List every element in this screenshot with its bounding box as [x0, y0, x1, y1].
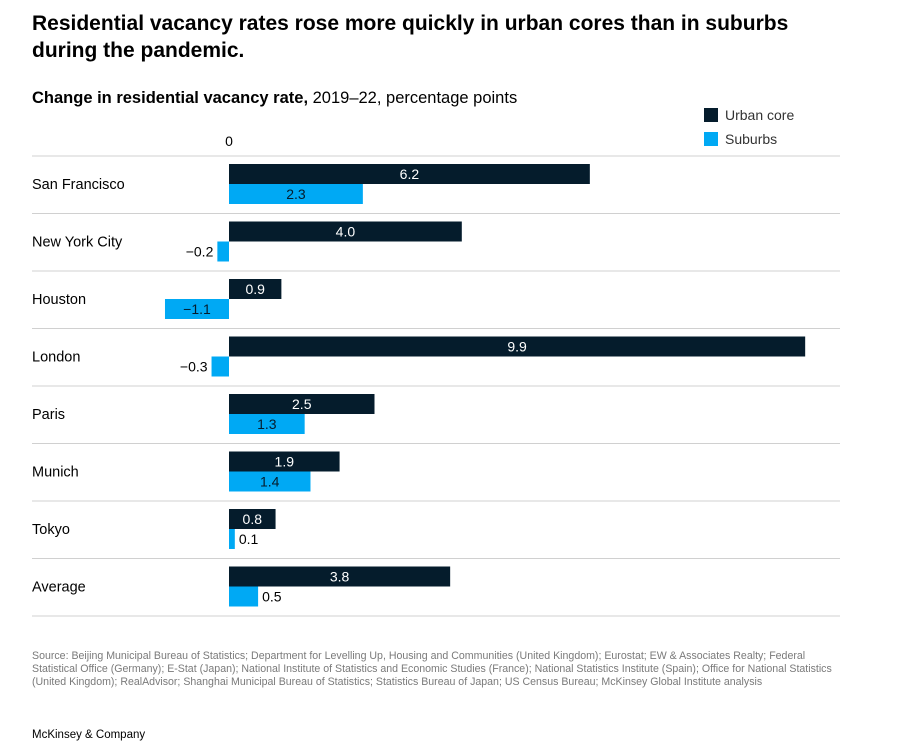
data-label-urban-core-paris: 2.5 — [292, 396, 312, 412]
legend-item-urban-core: Urban core — [704, 103, 794, 127]
bar-chart: 0 San Francisco 6.2 2.3 New York City 4.0 −0.2… — [32, 133, 840, 617]
category-label-houston: Houston — [32, 292, 86, 308]
legend-swatch-suburbs — [704, 132, 718, 146]
data-label-urban-core-average: 3.8 — [330, 569, 350, 585]
data-label-urban-core-london: 9.9 — [507, 339, 527, 355]
subtitle-bold: Change in residential vacancy rate, — [32, 89, 309, 107]
data-label-suburbs-paris: 1.3 — [257, 416, 277, 432]
legend-label-suburbs: Suburbs — [725, 131, 778, 147]
zero-tick-label: 0 — [225, 133, 233, 149]
bar-urban-core-average — [229, 566, 451, 587]
bar-suburbs-paris — [229, 414, 305, 434]
legend-item-suburbs: Suburbs — [704, 127, 794, 151]
data-label-urban-core-new-york-city: 4.0 — [336, 224, 356, 240]
source-note: Source: Beijing Municipal Bureau of Stat… — [32, 650, 832, 688]
data-label-suburbs-average: 0.5 — [262, 589, 282, 605]
data-label-suburbs-london: −0.3 — [180, 359, 208, 375]
bar-urban-core-london — [229, 336, 806, 357]
bar-urban-core-new-york-city — [229, 221, 462, 242]
chart-subtitle: Change in residential vacancy rate, 2019… — [32, 89, 517, 108]
bar-urban-core-paris — [229, 394, 375, 414]
legend-label-urban-core: Urban core — [725, 107, 795, 123]
data-label-suburbs-tokyo: 0.1 — [239, 531, 259, 547]
category-label-paris: Paris — [32, 407, 65, 423]
chart-headline: Residential vacancy rates rose more quic… — [32, 12, 789, 62]
category-label-london: London — [32, 350, 80, 366]
category-label-munich: Munich — [32, 465, 79, 481]
data-label-urban-core-munich: 1.9 — [275, 454, 295, 470]
bar-suburbs-tokyo — [229, 529, 235, 549]
data-label-urban-core-san-francisco: 6.2 — [400, 166, 420, 182]
brand-name: McKinsey & Company — [32, 729, 146, 741]
bar-urban-core-tokyo — [229, 509, 276, 529]
bar-urban-core-houston — [229, 279, 282, 299]
bar-suburbs-houston — [164, 299, 229, 319]
data-label-suburbs-houston: −1.1 — [183, 301, 211, 317]
category-label-new-york-city: New York City — [32, 235, 123, 251]
category-label-tokyo: Tokyo — [32, 522, 70, 538]
data-label-urban-core-tokyo: 0.8 — [243, 511, 263, 527]
data-label-suburbs-new-york-city: −0.2 — [186, 244, 214, 260]
category-label-san-francisco: San Francisco — [32, 177, 125, 193]
bar-suburbs-london — [211, 356, 229, 377]
category-label-average: Average — [32, 580, 86, 596]
data-label-suburbs-san-francisco: 2.3 — [286, 186, 306, 202]
bar-urban-core-munich — [229, 451, 340, 472]
subtitle-rest: 2019–22, percentage points — [308, 89, 518, 107]
bar-suburbs-new-york-city — [217, 241, 229, 262]
bar-suburbs-average — [229, 586, 259, 607]
legend: Urban core Suburbs — [704, 103, 794, 151]
data-label-suburbs-munich: 1.4 — [260, 474, 280, 490]
legend-swatch-urban-core — [704, 108, 718, 122]
bar-suburbs-munich — [229, 471, 311, 492]
data-label-urban-core-houston: 0.9 — [245, 281, 265, 297]
bar-suburbs-san-francisco — [229, 184, 363, 204]
bar-urban-core-san-francisco — [229, 164, 590, 184]
